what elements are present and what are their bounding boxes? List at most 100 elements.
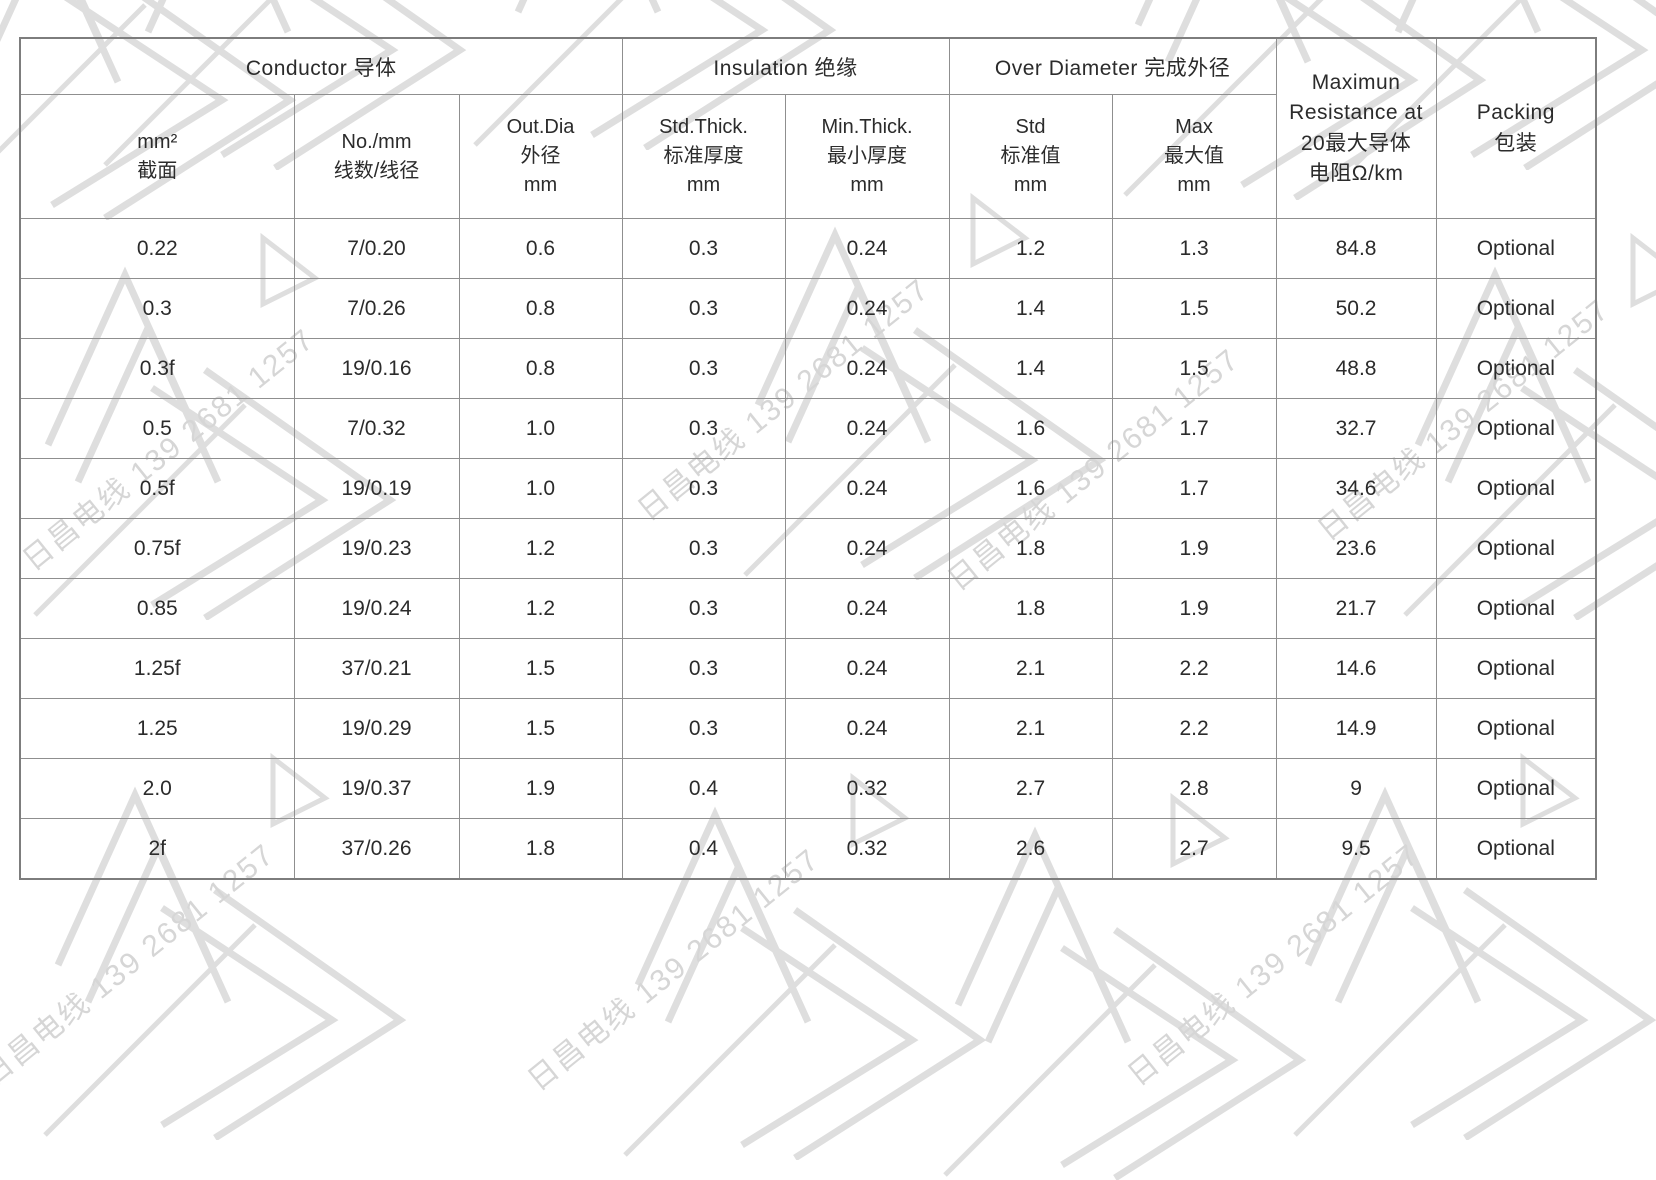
table-cell: 19/0.24 (293, 578, 460, 639)
table-cell: Optional (1435, 818, 1597, 880)
table-cell: 1.5 (1111, 338, 1277, 399)
table-cell: 2.8 (1111, 758, 1277, 819)
header-line: 截面 (137, 159, 178, 182)
column-header-max: Max 最大值 mm (1111, 94, 1277, 219)
table-cell: 14.9 (1275, 698, 1437, 759)
table-cell: 0.24 (784, 338, 950, 399)
table-cell: 1.6 (948, 458, 1113, 519)
table-row: 2.0 19/0.37 1.9 0.4 0.32 2.7 2.8 9 Optio… (19, 758, 1597, 819)
header-line: 外径 (520, 145, 561, 167)
table-cell: 19/0.29 (293, 698, 460, 759)
table-cell: 0.3 (621, 278, 786, 339)
table-row: 0.85 19/0.24 1.2 0.3 0.24 1.8 1.9 21.7 O… (19, 578, 1597, 639)
table-cell: 21.7 (1275, 578, 1437, 639)
table-cell: 1.0 (458, 398, 623, 459)
table-cell: 7/0.20 (293, 218, 460, 279)
header-line: Std (1015, 116, 1046, 138)
table-cell: 1.9 (458, 758, 623, 819)
header-line: mm (523, 174, 558, 196)
header-line: 标准厚度 (663, 145, 744, 167)
table-cell: 1.9 (1111, 578, 1277, 639)
table-cell: 19/0.23 (293, 518, 460, 579)
table-cell: 0.3 (19, 278, 295, 339)
table-cell: Optional (1435, 278, 1597, 339)
table-row: 1.25f 37/0.21 1.5 0.3 0.24 2.1 2.2 14.6 … (19, 638, 1597, 699)
header-line: mm (850, 174, 884, 196)
table-cell: 0.24 (784, 518, 950, 579)
table-cell: 1.5 (458, 698, 623, 759)
table-cell: Optional (1435, 458, 1597, 519)
table-cell: 0.4 (621, 758, 786, 819)
header-line: mm (1013, 174, 1048, 196)
table-cell: Optional (1435, 698, 1597, 759)
table-cell: 0.24 (784, 698, 950, 759)
table-cell: 23.6 (1275, 518, 1437, 579)
group-header-conductor: Conductor 导体 (19, 37, 623, 95)
table-cell: Optional (1435, 218, 1597, 279)
table-row: 0.75f 19/0.23 1.2 0.3 0.24 1.8 1.9 23.6 … (19, 518, 1597, 579)
table-cell: Optional (1435, 638, 1597, 699)
table-cell: 34.6 (1275, 458, 1437, 519)
column-header-cross-section: mm² 截面 (19, 94, 295, 219)
table-cell: 1.2 (948, 218, 1113, 279)
header-line: Packing (1476, 101, 1555, 125)
table-cell: 2.0 (19, 758, 295, 819)
header-line: Maximun (1311, 70, 1401, 94)
header-line: mm (686, 174, 721, 196)
table-cell: Optional (1435, 518, 1597, 579)
table-cell: 0.24 (784, 218, 950, 279)
table-cell: 1.8 (948, 518, 1113, 579)
table-cell: 1.3 (1111, 218, 1277, 279)
table-cell: 37/0.26 (293, 818, 460, 880)
table-cell: 0.4 (621, 818, 786, 880)
table-cell: 0.3f (19, 338, 295, 399)
table-cell: 2.6 (948, 818, 1113, 880)
table-cell: Optional (1435, 578, 1597, 639)
table-cell: 2.1 (948, 698, 1113, 759)
table-cell: 1.8 (458, 818, 623, 880)
header-line: 20最大导体 (1300, 131, 1412, 155)
table-cell: 2.7 (948, 758, 1113, 819)
table-cell: 0.5f (19, 458, 295, 519)
table-cell: 50.2 (1275, 278, 1437, 339)
table-cell: 0.32 (784, 758, 950, 819)
header-line: mm² (137, 130, 178, 153)
table-cell: 1.5 (1111, 278, 1277, 339)
table-cell: 0.24 (784, 398, 950, 459)
table-cell: 2.1 (948, 638, 1113, 699)
table-cell: 32.7 (1275, 398, 1437, 459)
table-cell: 0.3 (621, 578, 786, 639)
table-cell: 84.8 (1275, 218, 1437, 279)
table-cell: 0.75f (19, 518, 295, 579)
table-cell: 0.3 (621, 638, 786, 699)
table-row: 0.22 7/0.20 0.6 0.3 0.24 1.2 1.3 84.8 Op… (19, 218, 1597, 279)
table-cell: 0.3 (621, 698, 786, 759)
header-line: 线数/线径 (333, 159, 420, 182)
header-line: 最小厚度 (827, 145, 908, 167)
table-cell: 1.4 (948, 338, 1113, 399)
table-cell: 0.24 (784, 578, 950, 639)
table-cell: 14.6 (1275, 638, 1437, 699)
table-cell: 1.5 (458, 638, 623, 699)
table-cell: 9.5 (1275, 818, 1437, 880)
header-line: 最大值 (1164, 145, 1225, 167)
table-cell: 1.8 (948, 578, 1113, 639)
table-cell: 0.8 (458, 278, 623, 339)
table-cell: 0.3 (621, 458, 786, 519)
header-line: Std.Thick. (659, 116, 748, 138)
table-cell: Optional (1435, 398, 1597, 459)
table-cell: 1.25f (19, 638, 295, 699)
header-line: 包装 (1494, 131, 1538, 155)
column-header-min-thick: Min.Thick. 最小厚度 mm (784, 94, 950, 219)
table-cell: Optional (1435, 338, 1597, 399)
table-cell: 1.7 (1111, 398, 1277, 459)
column-header-std-thick: Std.Thick. 标准厚度 mm (621, 94, 786, 219)
table-cell: 1.4 (948, 278, 1113, 339)
group-header-insulation: Insulation 绝缘 (621, 37, 950, 95)
table-row: 2f 37/0.26 1.8 0.4 0.32 2.6 2.7 9.5 Opti… (19, 818, 1597, 880)
table-cell: 0.5 (19, 398, 295, 459)
column-header-packing: Packing 包装 (1435, 37, 1597, 219)
table-cell: 2.2 (1111, 638, 1277, 699)
table-row: 0.5f 19/0.19 1.0 0.3 0.24 1.6 1.7 34.6 O… (19, 458, 1597, 519)
header-line: Out.Dia (506, 116, 575, 138)
